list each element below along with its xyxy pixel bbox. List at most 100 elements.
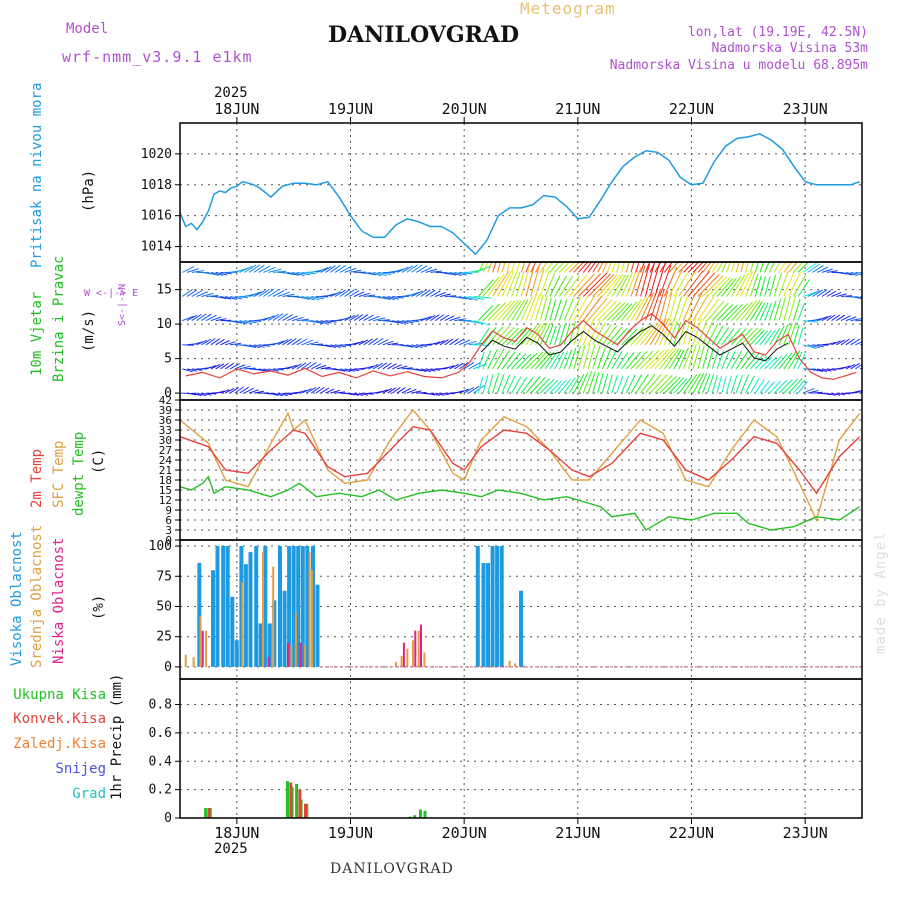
wind-barb (196, 392, 207, 397)
wind-barb (182, 315, 194, 322)
wind-barb (525, 376, 541, 394)
wind-barb (797, 279, 810, 297)
wind-barb (224, 387, 235, 394)
wind-barb (267, 289, 280, 297)
wind-barb (563, 322, 571, 345)
wind-compass-we: W <-|-> E (84, 288, 139, 299)
wind-barb (836, 314, 846, 322)
cloud-bar (519, 590, 523, 667)
wind-barb (778, 323, 789, 346)
wind-barb (530, 262, 537, 273)
wind-barb (740, 374, 750, 394)
wind-barb (730, 274, 746, 297)
wind-barb (349, 392, 359, 396)
wind-barb (807, 289, 821, 297)
grid-layer (180, 123, 862, 819)
wind-barb (678, 262, 690, 273)
wind-barb (611, 274, 627, 297)
cloud-bar (211, 570, 215, 667)
wind-barb (778, 379, 793, 394)
wind-barb (492, 348, 505, 370)
wind-barb (277, 313, 288, 322)
wind-barb (663, 348, 680, 370)
wind-barb (406, 388, 417, 394)
wind-barb (759, 356, 773, 370)
wind-barb (735, 272, 750, 297)
wind-barb (697, 274, 720, 297)
wind-barb (334, 368, 346, 372)
wind-barb (587, 344, 596, 370)
wind-barb (425, 289, 436, 297)
cloud-bar (414, 630, 417, 667)
wind-barb (663, 292, 673, 321)
wind-barb (315, 320, 328, 325)
wind-barb (635, 262, 640, 273)
cloud-bar (267, 623, 272, 667)
cloud-bar (475, 546, 480, 667)
wind-barb (377, 339, 389, 346)
wind-barb (716, 262, 724, 273)
wind-barb (817, 316, 828, 322)
wind-barb (582, 370, 593, 394)
cloud-bar (205, 630, 208, 667)
wind-barb (196, 313, 207, 322)
wind-barb (726, 303, 744, 321)
wind-barb (506, 262, 511, 273)
wind-barb (826, 270, 838, 273)
wind-barb (611, 351, 623, 370)
wind-barb (792, 262, 804, 273)
wind-barb (306, 386, 317, 394)
wind-barb (687, 262, 700, 273)
cloud-bar (248, 552, 253, 667)
wind-barb (740, 300, 758, 321)
cloud-ytick-label: 100 (149, 539, 172, 554)
wind-barb (597, 372, 604, 394)
wind-barb (406, 291, 419, 297)
wind-barb (654, 318, 670, 346)
wind-barb (764, 356, 777, 370)
wind-barb (769, 355, 783, 370)
temperature-ytick-label: 36 (159, 414, 172, 427)
wind-barb (654, 348, 674, 370)
wind-barb (792, 324, 800, 345)
wind-barb (206, 295, 219, 297)
wind-barb (525, 351, 544, 370)
wind-barb (792, 351, 803, 370)
wind-ytick-label: 0 (164, 386, 172, 401)
wind-barb (268, 368, 280, 372)
wind-barb (325, 344, 336, 348)
wind-barb (210, 338, 221, 346)
wind-barb (625, 351, 642, 370)
wind-barb (668, 262, 679, 273)
wind-barb (644, 320, 664, 346)
wind-barb (392, 387, 401, 394)
wind-barb (821, 392, 832, 396)
wind-barb (769, 262, 776, 273)
wind-barb (430, 314, 440, 322)
wind-barb (268, 392, 279, 396)
wind-barb (339, 316, 352, 322)
wind-barb (334, 344, 347, 348)
wind-barb (597, 300, 617, 321)
top-day-label: 21JUN (555, 100, 600, 118)
wind-barb (525, 293, 537, 321)
wind-barb (831, 291, 842, 297)
wind-barb (401, 320, 414, 324)
pressure-ytick-label: 1014 (141, 240, 172, 255)
wind-barb (520, 296, 533, 321)
cloud-bar (287, 546, 292, 667)
wind-barb (673, 378, 688, 394)
wind-barb (501, 327, 520, 346)
wind-barb (430, 341, 441, 346)
wind-vectors (182, 262, 862, 397)
cloud-bar (296, 546, 301, 667)
wind-barb (759, 275, 766, 297)
wind-barb (477, 328, 490, 346)
lonlat-label: lon,lat (19.19E, 42.5N) (687, 25, 868, 40)
wind-barb (678, 271, 696, 297)
wind-barb (191, 341, 203, 346)
cloud-bar (225, 546, 230, 667)
wind-barb (301, 361, 312, 370)
cloud-bar (310, 570, 313, 667)
wind-barb (750, 354, 764, 370)
